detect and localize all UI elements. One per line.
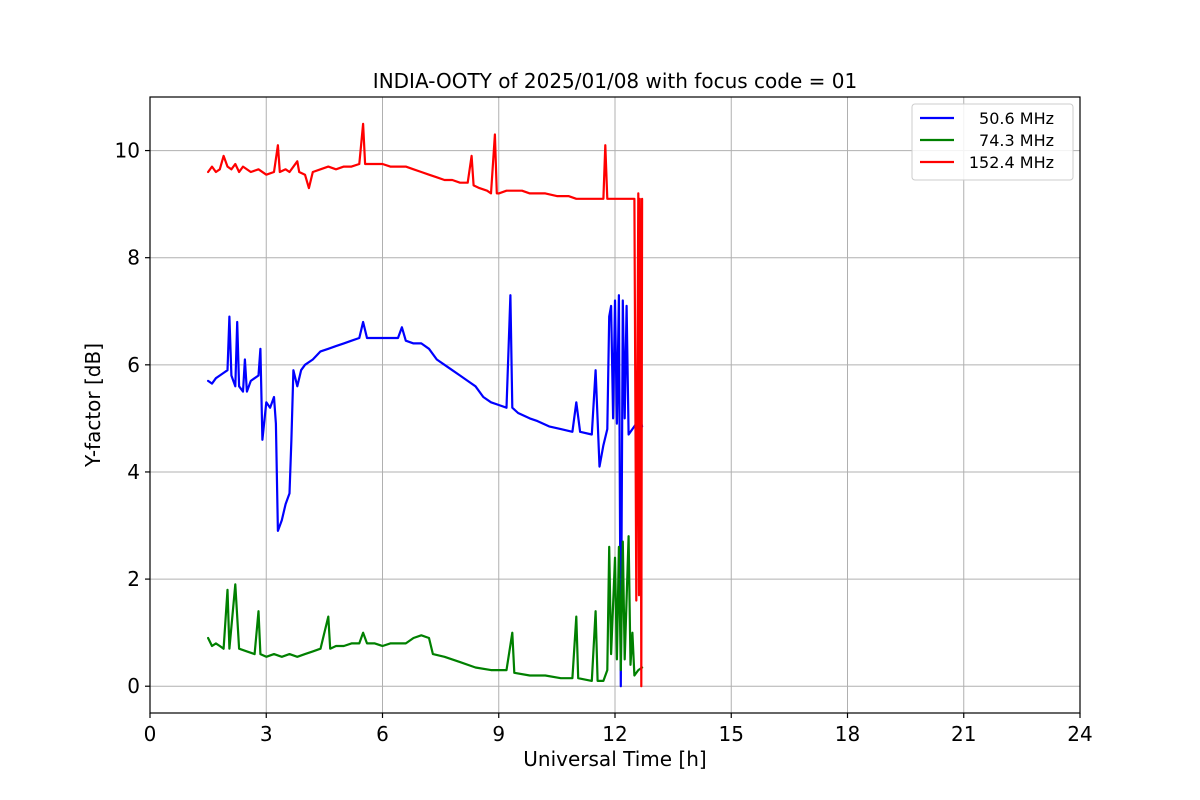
x-tick-label: 24 (1067, 722, 1092, 746)
x-tick-label: 18 (835, 722, 860, 746)
y-tick-label: 8 (127, 246, 140, 270)
legend-label: 50.6 MHz (979, 109, 1054, 128)
y-axis-label: Y-factor [dB] (81, 343, 105, 468)
x-tick-label: 21 (951, 722, 976, 746)
chart-title: INDIA-OOTY of 2025/01/08 with focus code… (373, 69, 857, 93)
x-tick-label: 0 (144, 722, 157, 746)
series-line-74-3-mhz (207, 535, 644, 682)
x-axis-label: Universal Time [h] (523, 747, 706, 771)
y-tick-label: 6 (127, 353, 140, 377)
y-tick-label: 0 (127, 674, 140, 698)
x-tick-label: 3 (260, 722, 273, 746)
y-tick-label: 2 (127, 567, 140, 591)
x-tick-label: 15 (719, 722, 744, 746)
legend-label: 152.4 MHz (969, 153, 1054, 172)
legend-label: 74.3 MHz (979, 131, 1054, 150)
grid-lines (149, 97, 1081, 713)
x-tick-label: 6 (376, 722, 389, 746)
plot-area (207, 122, 644, 688)
y-tick-label: 4 (127, 460, 140, 484)
series-line-152-4-mhz (207, 122, 644, 688)
x-tick-label: 12 (602, 722, 627, 746)
x-tick-label: 9 (492, 722, 505, 746)
y-tick-label: 10 (115, 139, 140, 163)
series-line-50-6-mhz (207, 294, 644, 688)
legend: 50.6 MHz 74.3 MHz 152.4 MHz (911, 103, 1074, 181)
